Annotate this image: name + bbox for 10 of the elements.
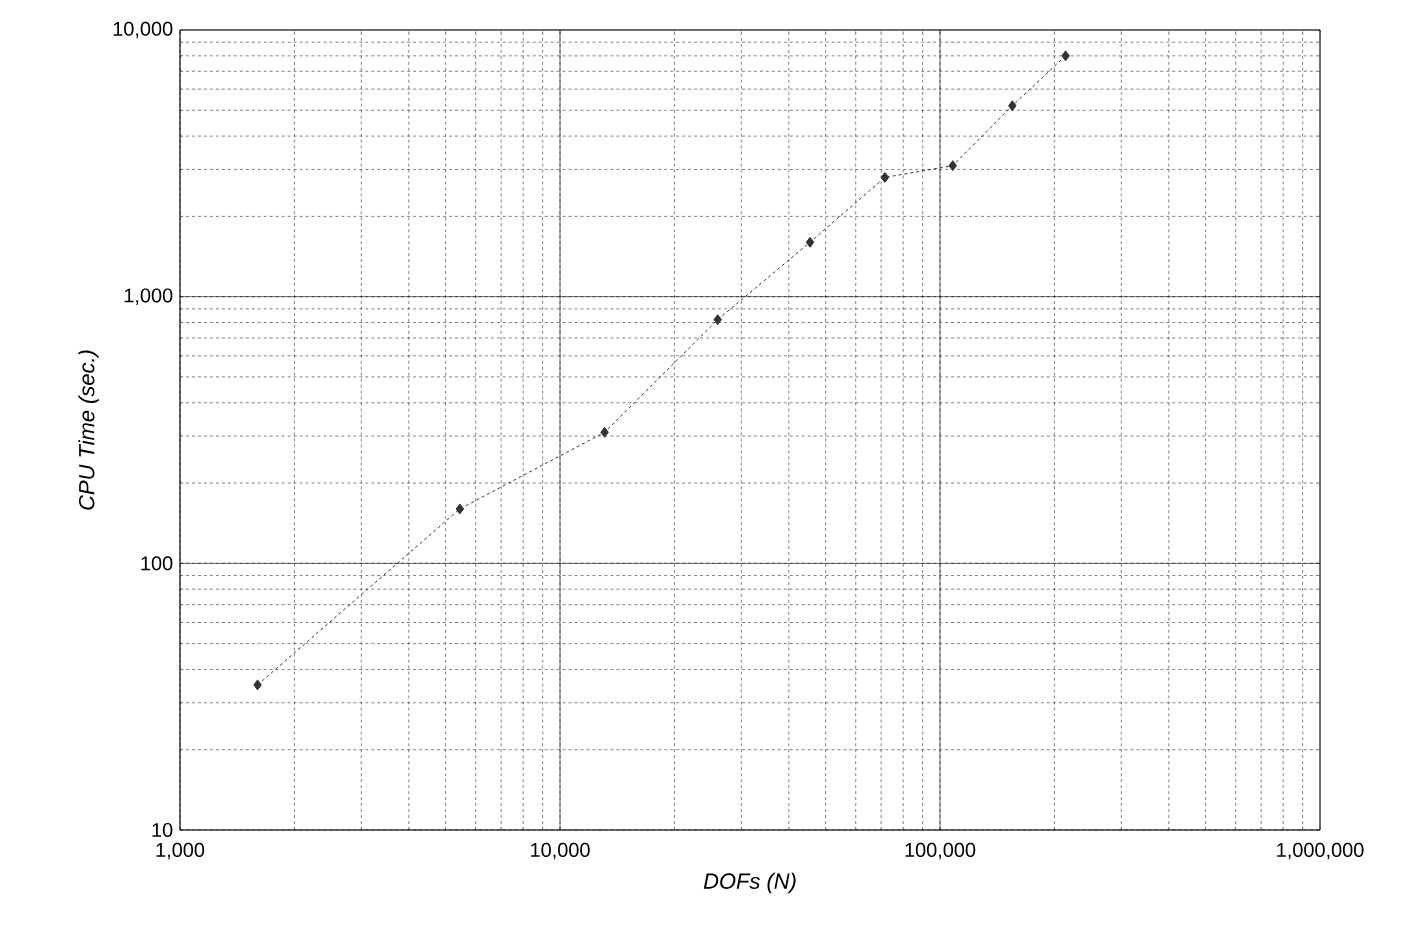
y-tick-label: 10 — [152, 822, 173, 838]
y-tick-label: 1,000 — [124, 288, 173, 305]
y-axis-title: CPU Time (sec.) — [78, 350, 99, 510]
x-tick-label: 1,000,000 — [1277, 842, 1364, 860]
x-tick-label: 100,000 — [905, 842, 976, 860]
x-axis-title: DOFs (N) — [703, 872, 796, 894]
y-tick-label: 100 — [141, 556, 173, 571]
y-tick-label: 10,000 — [113, 21, 173, 39]
x-tick-label: 10,000 — [531, 842, 590, 860]
x-tick-label: 1,000 — [156, 842, 205, 860]
